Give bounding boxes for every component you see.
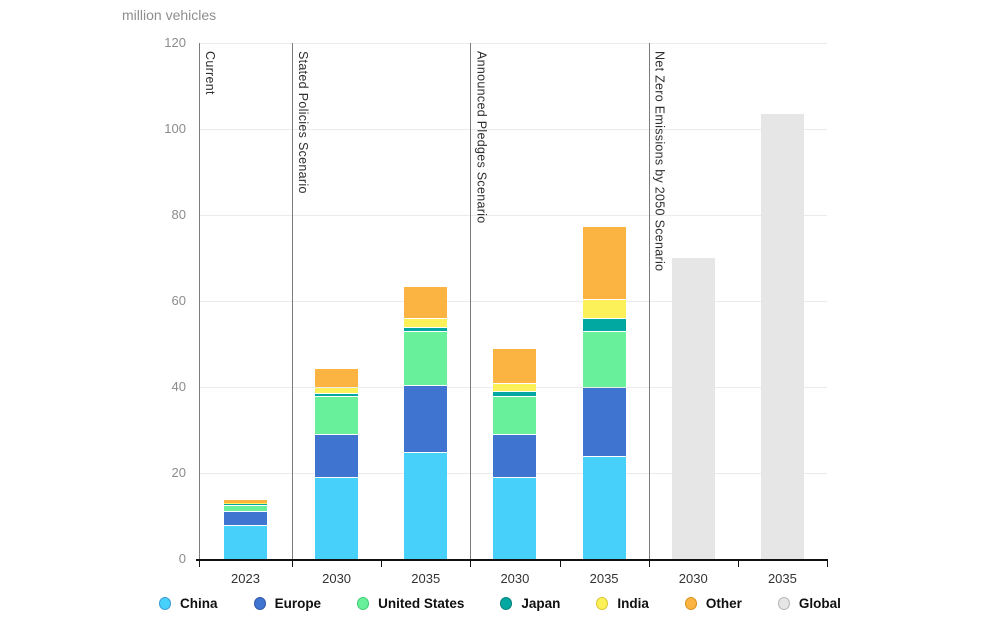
x-axis-tick-3	[470, 559, 472, 567]
legend-label-japan: Japan	[521, 595, 561, 611]
legend-marker-india-icon	[596, 596, 609, 610]
section-divider-announced-pledges-scenario	[470, 43, 472, 559]
x-tick-label-2035-1: 2035	[411, 571, 441, 586]
bar-2035-stated-policies-scenario-segment-europe[interactable]	[404, 385, 448, 452]
legend-item-japan[interactable]: Japan	[500, 596, 560, 611]
y-tick-label-100: 100	[164, 121, 186, 136]
gridline-120	[199, 43, 827, 44]
x-tick-label-2023-0: 2023	[231, 571, 260, 586]
legend-marker-japan-icon	[500, 596, 513, 610]
legend-marker-china-icon	[159, 596, 172, 610]
bar-2035-stated-policies-scenario-segment-india[interactable]	[404, 319, 448, 327]
bar-2035-stated-policies-scenario-segment-china[interactable]	[404, 452, 448, 559]
bar-2030-stated-policies-scenario-segment-other[interactable]	[315, 368, 359, 387]
y-tick-label-120: 120	[164, 35, 186, 50]
bar-2035-stated-policies-scenario-segment-japan[interactable]	[404, 327, 448, 332]
bar-2035-announced-pledges-scenario-segment-united-states[interactable]	[582, 332, 626, 387]
x-axis-tick-0	[199, 559, 200, 567]
legend-item-india[interactable]: India	[596, 596, 649, 611]
section-label-stated-policies-scenario: Stated Policies Scenario	[296, 51, 310, 194]
bar-2030-announced-pledges-scenario-segment-india[interactable]	[493, 383, 537, 392]
bar-2030-announced-pledges-scenario-segment-united-states[interactable]	[493, 396, 537, 435]
legend-item-china[interactable]: China	[159, 596, 218, 611]
bar-2023-current-segment-japan[interactable]	[224, 504, 267, 505]
bar-2030-stated-policies-scenario-segment-japan[interactable]	[315, 393, 359, 396]
x-axis-tick-7	[827, 559, 828, 567]
legend-marker-united-states-icon	[357, 596, 370, 610]
y-tick-label-20: 20	[171, 465, 186, 480]
y-axis: 0 20 40 60 80 100 120	[0, 36, 186, 566]
y-tick-label-60: 60	[171, 293, 186, 308]
x-tick-label-2030-2: 2030	[500, 571, 530, 586]
bar-2035-net-zero-emissions-by-2050-scenario-segment-global[interactable]	[760, 113, 804, 559]
legend-label-india: India	[617, 595, 649, 611]
legend-label-china: China	[180, 595, 218, 611]
legend-marker-other-icon	[684, 596, 697, 610]
legend-label-united-states: United States	[378, 595, 465, 611]
bar-2030-stated-policies-scenario-segment-india[interactable]	[315, 388, 359, 393]
y-tick-label-80: 80	[171, 207, 186, 222]
section-divider-stated-policies-scenario	[292, 43, 293, 559]
plot-area: Current Stated Policies Scenario Announced…	[199, 43, 827, 559]
bar-2035-announced-pledges-scenario-segment-other[interactable]	[582, 226, 626, 299]
bar-2030-stated-policies-scenario-segment-united-states[interactable]	[315, 396, 359, 435]
bar-2030-stated-policies-scenario-segment-europe[interactable]	[315, 435, 359, 478]
section-label-announced-pledges-scenario: Announced Pledges Scenario	[474, 51, 489, 224]
legend-item-global[interactable]: Global	[777, 595, 841, 611]
x-tick-label-2030-3: 2030	[678, 571, 708, 586]
legend-label-global: Global	[798, 595, 841, 611]
bar-2030-announced-pledges-scenario-segment-china[interactable]	[493, 478, 537, 559]
legend-item-united-states[interactable]: United States	[357, 596, 464, 611]
x-axis-tick-2	[381, 559, 383, 567]
x-tick-label-2030-1: 2030	[322, 571, 352, 586]
x-axis-tick-6	[737, 559, 739, 567]
x-axis-tick-1	[292, 559, 293, 567]
x-axis: 2023 2030 2035 2030 2035 2030 2035	[196, 559, 828, 599]
bar-2023-current-segment-india[interactable]	[224, 503, 267, 504]
bar-2035-stated-policies-scenario-segment-united-states[interactable]	[404, 332, 448, 385]
bar-2030-stated-policies-scenario-segment-china[interactable]	[315, 478, 359, 559]
bar-2023-current-segment-united-states[interactable]	[224, 505, 267, 511]
y-tick-label-0: 0	[178, 551, 186, 566]
bar-2023-current-segment-europe[interactable]	[224, 511, 267, 525]
x-tick-label-2035-2: 2035	[589, 571, 619, 586]
x-axis-line	[196, 559, 827, 561]
bar-2035-announced-pledges-scenario-segment-india[interactable]	[582, 299, 626, 319]
x-tick-label-2035-3: 2035	[767, 571, 797, 586]
bar-2030-announced-pledges-scenario-segment-other[interactable]	[493, 349, 537, 383]
gridline-60	[199, 301, 827, 302]
legend-item-other[interactable]: Other	[684, 595, 742, 611]
gridline-100	[199, 129, 827, 130]
bar-2023-current-segment-other[interactable]	[224, 499, 267, 503]
legend-marker-global-icon	[777, 596, 790, 610]
legend-label-europe: Europe	[274, 595, 322, 611]
bar-2035-announced-pledges-scenario-segment-japan[interactable]	[582, 319, 626, 332]
legend-label-other: Other	[705, 595, 742, 611]
bar-2030-net-zero-emissions-by-2050-scenario-segment-global[interactable]	[671, 258, 715, 559]
bar-2035-announced-pledges-scenario-segment-europe[interactable]	[582, 388, 626, 456]
legend-item-europe[interactable]: Europe	[253, 595, 322, 611]
legend: China Europe United States Japan India Other G…	[0, 591, 1000, 615]
bar-2035-announced-pledges-scenario-segment-china[interactable]	[582, 456, 626, 559]
bar-2030-announced-pledges-scenario-segment-japan[interactable]	[493, 392, 537, 396]
gridline-80	[199, 215, 827, 216]
section-label-current: Current	[203, 51, 217, 95]
section-label-net-zero-emissions-by-2050-scenario: Net Zero Emissions by 2050 Scenario	[652, 51, 667, 272]
bar-2030-announced-pledges-scenario-segment-europe[interactable]	[493, 435, 537, 478]
chart-title: million vehicles	[122, 7, 217, 23]
x-axis-tick-5	[648, 559, 650, 567]
section-divider-current	[199, 43, 200, 559]
y-tick-label-40: 40	[171, 379, 186, 394]
x-axis-tick-4	[559, 559, 561, 567]
bar-2023-current-segment-china[interactable]	[224, 525, 267, 559]
section-divider-net-zero-emissions-by-2050-scenario	[648, 43, 650, 559]
legend-marker-europe-icon	[253, 596, 266, 610]
bar-2035-stated-policies-scenario-segment-other[interactable]	[404, 286, 448, 319]
